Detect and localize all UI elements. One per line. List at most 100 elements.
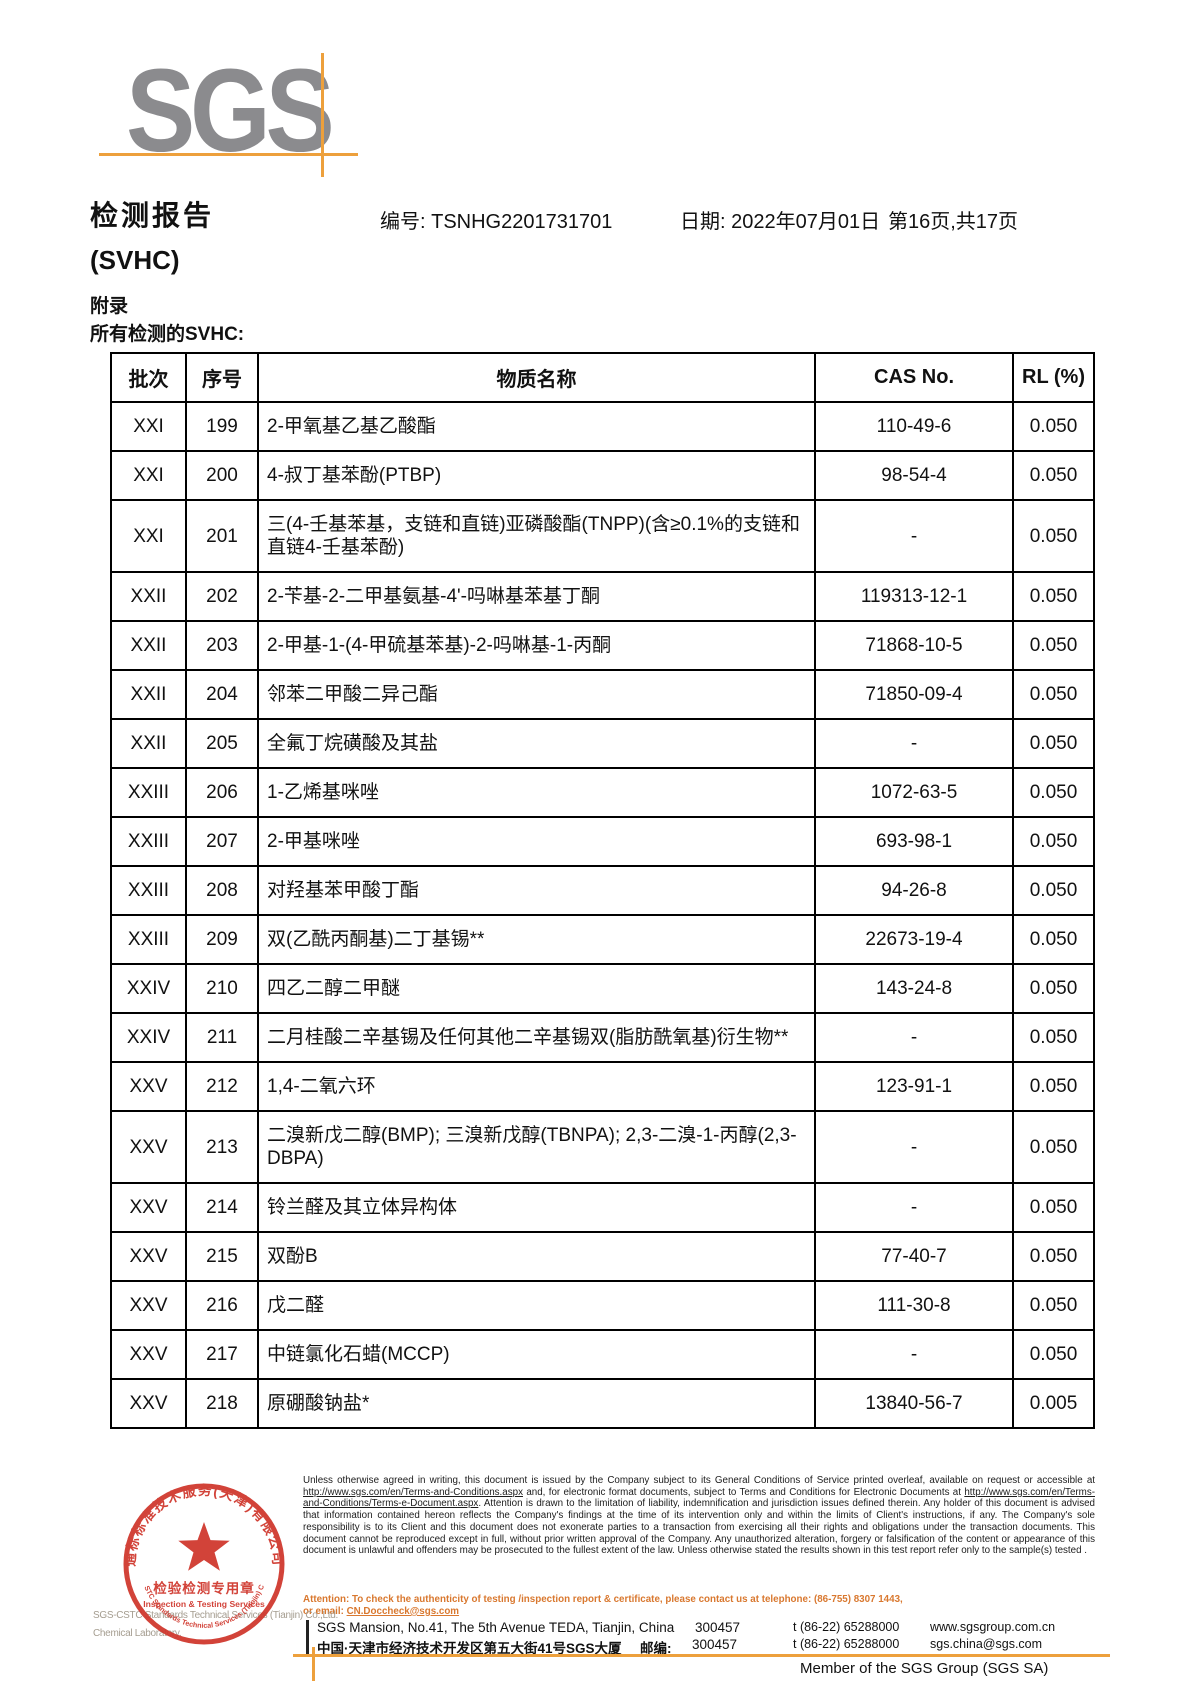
table-cell: XXII bbox=[110, 620, 187, 671]
table-row: XXII 204 邻苯二甲酸二异己酯 71850-09-4 0.050 bbox=[110, 669, 1095, 720]
company-name-gray: SGS-CSTC Standards Technical Services (T… bbox=[93, 1610, 338, 1621]
table-row: XXII 203 2-甲基-1-(4-甲硫基苯基)-2-吗啉基-1-丙酮 71868-… bbox=[110, 620, 1095, 671]
disclaimer-text: Unless otherwise agreed in writing, this… bbox=[303, 1475, 1095, 1557]
table-cell: 201 bbox=[185, 499, 259, 573]
table-cell: - bbox=[814, 1110, 1014, 1184]
table-row: XXII 205 全氟丁烷磺酸及其盐 -0.050 bbox=[110, 718, 1095, 769]
column-header-substance: 物质名称 bbox=[257, 352, 816, 403]
address-chinese: 中国·天津市经济技术开发区第五大街41号SGS大厦 bbox=[317, 1641, 622, 1656]
table-cell: 4-叔丁基苯酚(PTBP) bbox=[257, 450, 816, 501]
table-cell: 218 bbox=[185, 1378, 259, 1429]
sgs-logo: SGS bbox=[126, 45, 335, 177]
table-cell: 77-40-7 bbox=[814, 1231, 1014, 1282]
table-cell: 209 bbox=[185, 914, 259, 965]
phone-number-2: t (86-22) 65288000 bbox=[793, 1637, 900, 1651]
table-row: XXIV 210 四乙二醇二甲醚 143-24-8 0.050 bbox=[110, 963, 1095, 1014]
table-cell: XXV bbox=[110, 1280, 187, 1331]
table-cell: 0.050 bbox=[1012, 865, 1095, 916]
table-cell: 98-54-4 bbox=[814, 450, 1014, 501]
report-number: 编号: TSNHG2201731701 bbox=[380, 211, 613, 233]
table-row: XXV 217 中链氯化石蜡(MCCP) -0.050 bbox=[110, 1329, 1095, 1380]
table-cell: 铃兰醛及其立体异构体 bbox=[257, 1182, 816, 1233]
table-cell: 110-49-6 bbox=[814, 401, 1014, 452]
table-cell: 四乙二醇二甲醚 bbox=[257, 963, 816, 1014]
table-cell: 143-24-8 bbox=[814, 963, 1014, 1014]
table-cell: XXV bbox=[110, 1378, 187, 1429]
table-cell: 原硼酸钠盐* bbox=[257, 1378, 816, 1429]
table-cell: 三(4-壬基苯基，支链和直链)亚磷酸酯(TNPP)(含≥0.1%的支链和直链4-… bbox=[257, 499, 816, 573]
table-row: XXV 215 双酚B 77-40-7 0.050 bbox=[110, 1231, 1095, 1282]
table-header-row: 批次 序号 物质名称 CAS No. RL (%) bbox=[110, 352, 1095, 403]
table-cell: 0.050 bbox=[1012, 1012, 1095, 1063]
table-cell: 202 bbox=[185, 571, 259, 622]
disclaimer-part: and, for electronic format documents, su… bbox=[522, 1486, 965, 1498]
table-cell: 0.005 bbox=[1012, 1378, 1095, 1429]
table-cell: 2-甲基咪唑 bbox=[257, 816, 816, 867]
table-cell: XXV bbox=[110, 1110, 187, 1184]
terms-e-document-url-link[interactable]: http://www.sgs.com/en/Terms-and-Conditio… bbox=[303, 1486, 1095, 1510]
table-cell: 111-30-8 bbox=[814, 1280, 1014, 1331]
table-cell: 0.050 bbox=[1012, 1061, 1095, 1112]
table-cell: XXV bbox=[110, 1182, 187, 1233]
table-cell: 200 bbox=[185, 450, 259, 501]
table-cell: 199 bbox=[185, 401, 259, 452]
stamp-center-text-cn: 检验检测专用章 bbox=[153, 1580, 255, 1596]
table-cell: XXIII bbox=[110, 767, 187, 818]
table-row: XXII 202 2-苄基-2-二甲基氨基-4'-吗啉基苯基丁酮 119313-12-… bbox=[110, 571, 1095, 622]
table-cell: 0.050 bbox=[1012, 499, 1095, 573]
table-cell: 210 bbox=[185, 963, 259, 1014]
table-cell: 0.050 bbox=[1012, 767, 1095, 818]
table-cell: 0.050 bbox=[1012, 914, 1095, 965]
table-row: XXV 213 二溴新戊二醇(BMP); 三溴新戊醇(TBNPA); 2,3-二溴-… bbox=[110, 1110, 1095, 1184]
table-cell: 0.050 bbox=[1012, 963, 1095, 1014]
table-cell: 204 bbox=[185, 669, 259, 720]
table-cell: 693-98-1 bbox=[814, 816, 1014, 867]
table-cell: 2-甲氧基乙基乙酸酯 bbox=[257, 401, 816, 452]
table-cell: XXV bbox=[110, 1231, 187, 1282]
table-cell: XXII bbox=[110, 669, 187, 720]
logo-horizontal-line bbox=[99, 153, 358, 156]
column-header-batch: 批次 bbox=[110, 352, 187, 403]
stamp-circle bbox=[123, 1483, 285, 1645]
doccheck-email-link[interactable]: CN.Doccheck@sgs.com bbox=[346, 1605, 460, 1617]
table-row: XXV 216 戊二醛 111-30-8 0.050 bbox=[110, 1280, 1095, 1331]
table-cell: 0.050 bbox=[1012, 1110, 1095, 1184]
table-cell: 216 bbox=[185, 1280, 259, 1331]
table-row: XXV 212 1,4-二氧六环 123-91-1 0.050 bbox=[110, 1061, 1095, 1112]
table-row: XXV 214 铃兰醛及其立体异构体 -0.050 bbox=[110, 1182, 1095, 1233]
table-row: XXI 201 三(4-壬基苯基，支链和直链)亚磷酸酯(TNPP)(含≥0.1%的支… bbox=[110, 499, 1095, 573]
table-cell: 94-26-8 bbox=[814, 865, 1014, 916]
table-cell: 0.050 bbox=[1012, 1182, 1095, 1233]
table-cell: 217 bbox=[185, 1329, 259, 1380]
terms-url-link[interactable]: http://www.sgs.com/en/Terms-and-Conditio… bbox=[303, 1486, 523, 1498]
table-row: XXI 199 2-甲氧基乙基乙酸酯 110-49-6 0.050 bbox=[110, 401, 1095, 452]
company-stamp: 通标标准技术服务(天津)有限公司 检验检测专用章 Inspection & Te… bbox=[109, 1469, 285, 1645]
table-cell: 中链氯化石蜡(MCCP) bbox=[257, 1329, 816, 1380]
website-link[interactable]: www.sgsgroup.com.cn bbox=[930, 1620, 1056, 1634]
svhc-table: 批次 序号 物质名称 CAS No. RL (%) XXI 199 2-甲氧基乙基乙… bbox=[110, 352, 1095, 1429]
table-cell: - bbox=[814, 499, 1014, 573]
table-cell: 207 bbox=[185, 816, 259, 867]
sgs-china-email-link[interactable]: sgs.china@sgs.com bbox=[930, 1637, 1043, 1651]
table-cell: - bbox=[814, 1329, 1014, 1380]
table-cell: 206 bbox=[185, 767, 259, 818]
disclaimer-part: Unless otherwise agreed in writing, this… bbox=[303, 1475, 1095, 1486]
postcode-english: 300457 bbox=[695, 1620, 741, 1635]
table-cell: 对羟基苯甲酸丁酯 bbox=[257, 865, 816, 916]
table-cell: 戊二醛 bbox=[257, 1280, 816, 1331]
table-cell: 214 bbox=[185, 1182, 259, 1233]
table-cell: XXI bbox=[110, 450, 187, 501]
disclaimer-part: . Attention is drawn to the limitation o… bbox=[303, 1498, 1095, 1557]
report-date: 日期: 2022年07月01日 bbox=[680, 211, 881, 233]
table-cell: 0.050 bbox=[1012, 718, 1095, 769]
table-row: XXI 200 4-叔丁基苯酚(PTBP) 98-54-4 0.050 bbox=[110, 450, 1095, 501]
table-cell: 0.050 bbox=[1012, 1329, 1095, 1380]
table-cell: XXIII bbox=[110, 914, 187, 965]
table-cell: 0.050 bbox=[1012, 816, 1095, 867]
table-cell: 双(乙酰丙酮基)二丁基锡** bbox=[257, 914, 816, 965]
table-cell: 215 bbox=[185, 1231, 259, 1282]
member-text: Member of the SGS Group (SGS SA) bbox=[800, 1660, 1049, 1677]
table-cell: 213 bbox=[185, 1110, 259, 1184]
column-header-index: 序号 bbox=[185, 352, 259, 403]
table-cell: 203 bbox=[185, 620, 259, 671]
